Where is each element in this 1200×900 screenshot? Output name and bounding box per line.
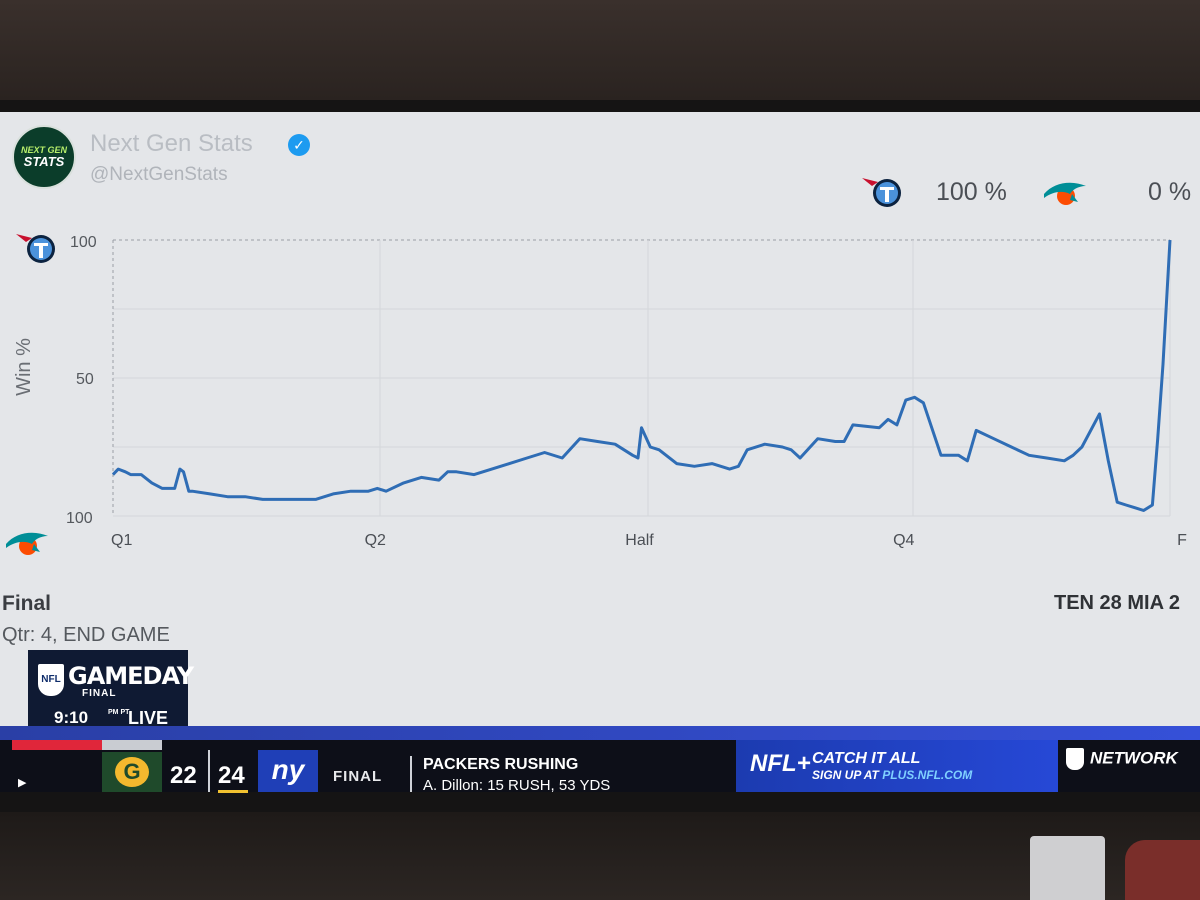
ticker-progress-grey xyxy=(102,740,162,750)
y-tick-top: 100 xyxy=(70,234,97,251)
x-tick-q2: Q2 xyxy=(365,532,386,549)
promo-headline: CATCH IT ALL xyxy=(812,750,921,767)
x-tick-q4: Q4 xyxy=(893,532,914,549)
chart-gridlines xyxy=(112,239,1171,517)
nfl-plus-logo: NFL+ xyxy=(750,750,811,777)
packers-logo-icon: G xyxy=(102,752,162,792)
y-tick-mid: 50 xyxy=(76,371,94,388)
account-handle[interactable]: @NextGenStats xyxy=(90,164,228,185)
x-tick-half: Half xyxy=(625,532,654,549)
nfl-shield-icon: NFL xyxy=(38,664,64,696)
account-name[interactable]: Next Gen Stats xyxy=(90,130,253,157)
ticker-game-status: FINAL xyxy=(333,768,383,785)
ticker-top-band xyxy=(0,726,1200,740)
verified-badge-icon: ✓ xyxy=(288,134,310,156)
play-icon: ▶ xyxy=(18,777,27,789)
score-divider xyxy=(208,750,210,792)
nfl-network-logo: NETWORK xyxy=(1066,748,1178,770)
y-tick-bottom: 100 xyxy=(66,510,93,527)
final-score: TEN 28 MIA 2 xyxy=(1054,592,1180,614)
win-probability-chart: 100 50 100 Win % Q1 Q2 Half Q4 F xyxy=(6,234,1187,555)
nfl-plus-promo: NFL+ CATCH IT ALL SIGN UP AT PLUS.NFL.CO… xyxy=(736,740,1058,792)
titans-logo-icon xyxy=(862,178,901,207)
avatar-text-bottom: STATS xyxy=(23,154,65,169)
ticker-progress-red xyxy=(12,740,102,750)
next-gen-stats-avatar[interactable]: NEXT GEN STATS xyxy=(12,125,76,189)
promo-prefix: SIGN UP AT xyxy=(812,768,883,782)
room-background-bottom xyxy=(0,812,1200,900)
dolphins-logo-icon xyxy=(1044,182,1086,205)
ticker-stat-line: A. Dillon: 15 RUSH, 53 YDS xyxy=(423,777,611,794)
network-shield-icon xyxy=(1066,748,1084,770)
gameday-title: GAMEDAY xyxy=(68,662,194,690)
dolphins-win-pct: 0 % xyxy=(1148,178,1192,206)
game-status: Final xyxy=(2,592,52,615)
winner-underline xyxy=(218,790,248,793)
quarter-status: Qtr: 4, END GAME xyxy=(2,624,170,646)
axis-dolphins-logo-icon xyxy=(6,532,48,555)
titans-win-pct: 100 % xyxy=(936,178,1007,206)
x-tick-q1: Q1 xyxy=(111,532,132,549)
ticker-stat-title: PACKERS RUSHING xyxy=(423,756,579,773)
network-label: NETWORK xyxy=(1090,748,1178,768)
room-object-red xyxy=(1125,840,1200,900)
gameday-subtitle: FINAL xyxy=(82,688,117,699)
promo-url: PLUS.NFL.COM xyxy=(882,768,973,782)
y-axis-label: Win % xyxy=(13,338,35,396)
tv-screen xyxy=(0,112,1200,737)
x-tick-f: F xyxy=(1177,532,1187,549)
packers-score: 22 xyxy=(170,762,197,789)
promo-subline: SIGN UP AT PLUS.NFL.COM xyxy=(812,768,972,782)
packers-logo-letter: G xyxy=(115,757,149,787)
series-line-titans-win-prob xyxy=(111,239,1172,512)
giants-logo-icon: ny xyxy=(258,750,318,792)
x-axis-ticks: Q1 Q2 Half Q4 F xyxy=(111,532,1187,549)
room-background-top xyxy=(0,0,1200,100)
gameday-live: LIVE xyxy=(128,708,169,728)
gameday-timezone: PM PT xyxy=(108,709,130,716)
axis-titans-logo-icon xyxy=(16,234,55,263)
ticker-divider xyxy=(410,756,412,792)
gameday-bug: NFL GAMEDAY FINAL 9:10 PM PT LIVE xyxy=(28,650,194,732)
room-object-white xyxy=(1030,836,1105,900)
avatar-text-top: NEXT GEN xyxy=(20,145,67,155)
giants-score: 24 xyxy=(218,762,245,789)
gameday-time: 9:10 xyxy=(54,708,89,727)
